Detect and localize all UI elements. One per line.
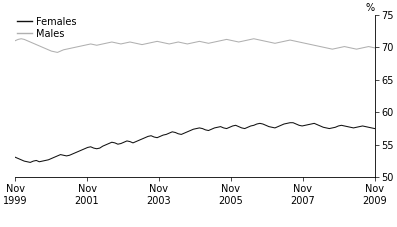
Text: %: % [366, 3, 375, 13]
Legend: Females, Males: Females, Males [16, 16, 77, 39]
